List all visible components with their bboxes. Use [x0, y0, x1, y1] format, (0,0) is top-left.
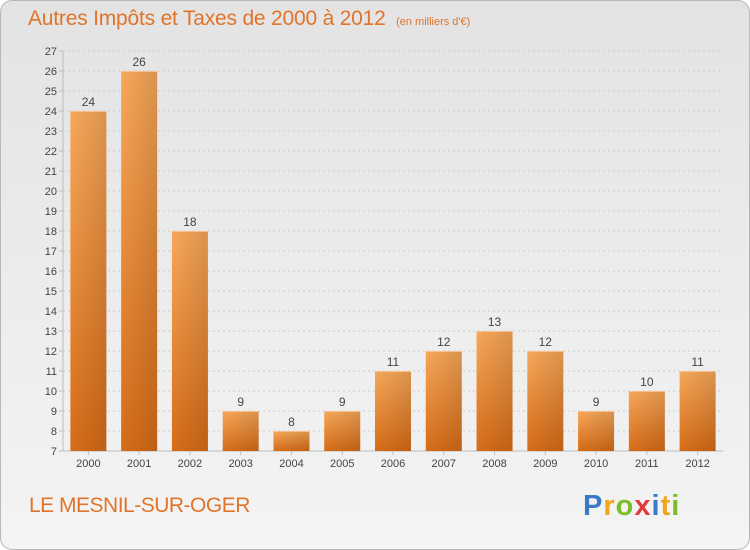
bar-value-label: 13	[488, 315, 502, 329]
logo-letter: i	[651, 490, 661, 522]
logo-letter: r	[603, 490, 616, 522]
y-tick-label: 16	[45, 266, 57, 278]
x-tick-label: 2004	[279, 458, 303, 470]
proxiti-logo[interactable]: Proxiti	[583, 490, 680, 523]
y-tick-label: 17	[45, 246, 57, 258]
bar-shade	[70, 111, 107, 451]
x-tick-label: 2007	[432, 458, 456, 470]
logo-letter: o	[615, 490, 635, 522]
bar-value-label: 12	[437, 335, 451, 349]
y-tick-label: 25	[45, 86, 57, 98]
bar-value-labels: 24 26 18 9 8 9 11 12 13 12 9 10 11	[82, 55, 704, 429]
y-tick-label: 23	[45, 126, 57, 138]
logo-letter: P	[583, 490, 604, 522]
y-tick-label: 18	[45, 226, 57, 238]
bar-value-label: 9	[237, 395, 244, 409]
bar-shade	[222, 411, 259, 451]
x-tick-label: 2000	[76, 458, 100, 470]
bar-value-label: 11	[691, 355, 704, 369]
x-tick-label: 2006	[381, 458, 405, 470]
bar-shade	[171, 231, 208, 451]
y-tick-label: 8	[51, 426, 57, 438]
x-tick-label: 2012	[685, 458, 709, 470]
y-tick-label: 12	[45, 346, 57, 358]
y-tick-label: 20	[45, 186, 57, 198]
bar-value-label: 10	[640, 375, 654, 389]
bars	[70, 71, 716, 451]
logo-letter: x	[634, 490, 652, 522]
axes: 7 8 9 10 11 12 13 14 15 16 17 18 19 20 21 22 23 24 25 26 27 2…	[45, 46, 723, 470]
y-tick-label: 13	[45, 326, 57, 338]
bar-value-label: 8	[288, 415, 295, 429]
bar-shade	[476, 331, 513, 451]
bar-value-label: 9	[339, 395, 346, 409]
x-tick-label: 2010	[584, 458, 608, 470]
bar-value-label: 24	[82, 95, 96, 109]
bar-shade	[425, 351, 462, 451]
y-tick-label: 21	[45, 166, 57, 178]
unit-note: (en milliers d'€)	[396, 16, 471, 28]
y-tick-label: 7	[51, 446, 57, 458]
bar-shade	[527, 351, 564, 451]
bar-value-label: 26	[132, 55, 146, 69]
y-tick-label: 19	[45, 206, 57, 218]
x-tick-label: 2008	[482, 458, 506, 470]
bar-shade	[679, 371, 716, 451]
bar-shade	[375, 371, 411, 451]
bar-value-label: 11	[387, 355, 400, 369]
logo-letter: t	[660, 490, 672, 522]
y-tick-label: 26	[45, 66, 57, 78]
y-tick-label: 11	[46, 366, 57, 378]
bar-shade	[273, 431, 310, 451]
commune-name: LE MESNIL-SUR-OGER	[29, 494, 250, 517]
bar-shade	[578, 411, 615, 451]
bar-shade	[628, 391, 665, 451]
bar-value-label: 18	[183, 215, 197, 229]
x-tick-label: 2005	[330, 458, 354, 470]
bar-shade	[324, 411, 361, 451]
logo-letter: i	[671, 490, 681, 522]
y-tick-label: 24	[45, 106, 57, 118]
bar-value-label: 9	[593, 395, 600, 409]
title-row: Autres Impôts et Taxes de 2000 à 2012 (e…	[28, 7, 470, 31]
x-tick-label: 2011	[635, 458, 659, 470]
y-tick-label: 27	[45, 46, 57, 58]
x-tick-label: 2001	[127, 458, 151, 470]
y-tick-label: 22	[45, 146, 57, 158]
bar-shade	[121, 71, 158, 451]
y-tick-label: 9	[51, 406, 57, 418]
x-tick-label: 2009	[533, 458, 557, 470]
bar-value-label: 12	[539, 335, 553, 349]
x-tick-label: 2002	[178, 458, 202, 470]
y-tick-label: 14	[45, 306, 57, 318]
chart-title: Autres Impôts et Taxes de 2000 à 2012	[28, 7, 386, 30]
x-tick-label: 2003	[228, 458, 252, 470]
y-tick-label: 15	[45, 286, 57, 298]
y-tick-label: 10	[45, 386, 57, 398]
